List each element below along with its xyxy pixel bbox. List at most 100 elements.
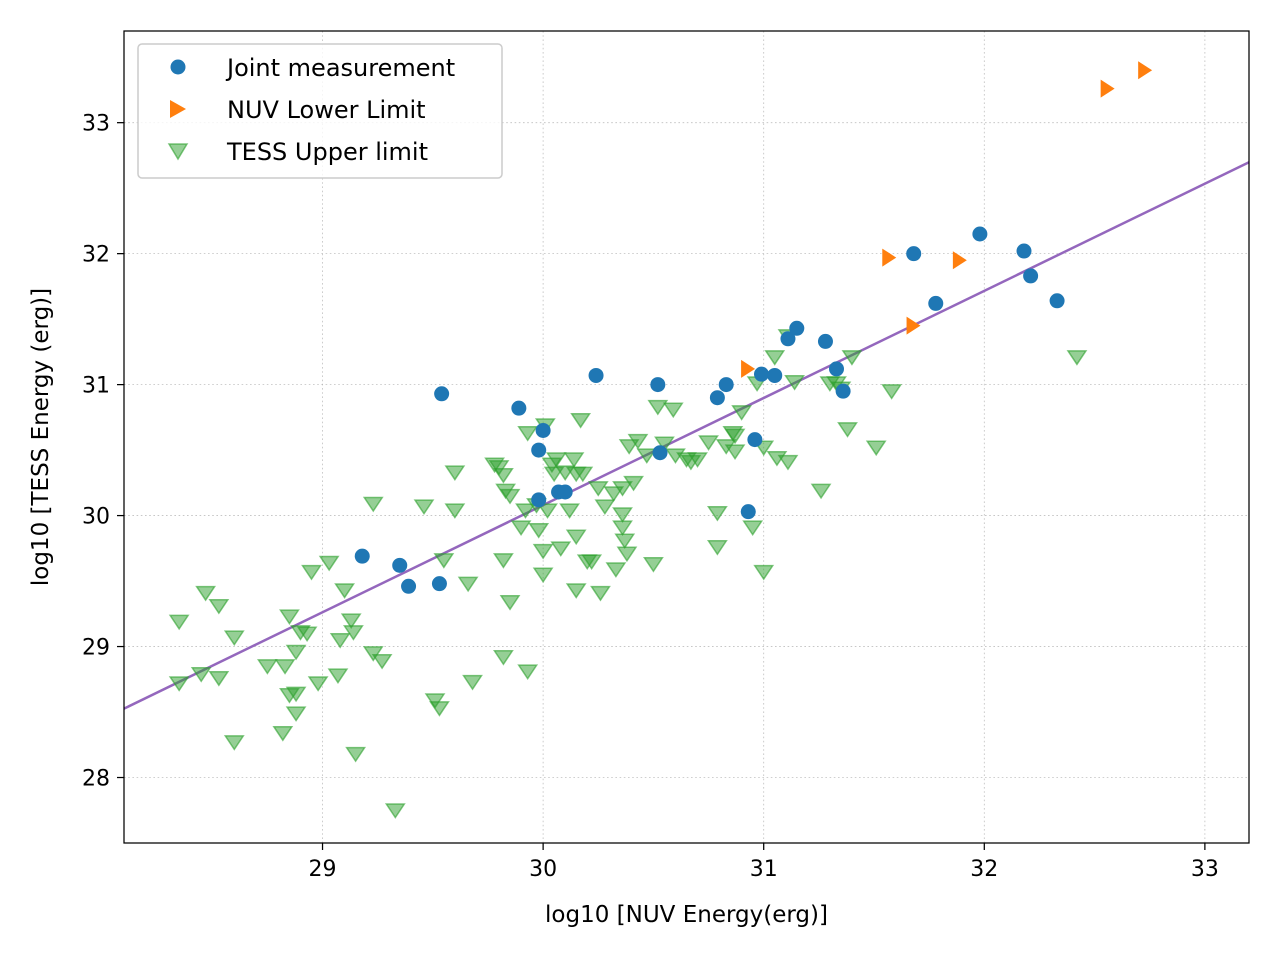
tess-upper-limit-marker — [279, 609, 300, 626]
y-tick-label: 28 — [82, 767, 110, 792]
fit-line-group — [123, 161, 1250, 710]
joint-measurement-marker — [1016, 243, 1032, 259]
tess-upper-limit-marker — [223, 630, 245, 646]
joint-measurement-marker — [972, 226, 988, 242]
tess-upper-limit-marker — [565, 583, 587, 599]
tess-upper-limit-marker — [285, 644, 307, 661]
tess-upper-limit-marker — [493, 553, 514, 569]
legend-marker-tess-limit — [167, 143, 189, 161]
joint-measurement-marker — [557, 484, 573, 500]
tess-upper-limit-marker — [168, 614, 190, 631]
x-tick-label: 29 — [309, 857, 337, 882]
nuv-lower-limit-marker — [952, 251, 967, 270]
tess-upper-limit-marker — [208, 670, 230, 687]
tess-upper-limit-marker — [362, 646, 384, 662]
tess-upper-limit-marker — [618, 439, 640, 455]
joint-measurement-marker — [511, 400, 527, 416]
plot-frame — [123, 30, 1250, 844]
joint-measurement-marker — [535, 422, 551, 438]
tess-upper-limit-marker — [345, 746, 367, 763]
joint-measurement-marker — [531, 492, 547, 508]
nuv-lower-limit-marker — [1138, 61, 1153, 80]
joint-measurement-marker — [531, 442, 547, 458]
tess-upper-limit-marker — [643, 557, 664, 573]
y-tick-label: 31 — [82, 374, 110, 399]
tess-upper-limit-marker — [532, 543, 554, 560]
tess-upper-limit-marker — [605, 562, 627, 578]
tess-upper-limit-marker — [810, 483, 832, 500]
x-axis-label: log10 [NUV Energy(erg)] — [545, 902, 828, 928]
tess-upper-limit-marker — [334, 583, 355, 599]
joint-measurement-marker — [767, 367, 783, 383]
joint-measurement-marker — [1049, 293, 1065, 309]
tess-upper-limit-marker — [272, 725, 294, 742]
fit-line — [123, 161, 1250, 710]
joint-measurement-marker — [392, 557, 408, 573]
tess-upper-limit-marker — [285, 686, 307, 703]
tess-upper-limit-marker — [499, 488, 521, 505]
tess-upper-limit-marker — [590, 585, 611, 602]
tess-upper-limit-marker — [499, 595, 521, 611]
x-tick-label: 30 — [529, 857, 557, 882]
tess-upper-limit-marker — [616, 546, 638, 563]
tess-upper-limit-marker — [724, 444, 746, 460]
tess-upper-limit-marker — [545, 452, 567, 468]
tess-upper-limit-marker — [413, 499, 435, 516]
tess-upper-limit-marker — [517, 664, 539, 681]
tess-upper-limit-marker — [301, 564, 322, 581]
tess-upper-limit-marker — [559, 503, 580, 519]
tess-upper-limit-marker — [429, 701, 450, 717]
tess-upper-limit-marker — [742, 520, 764, 536]
nuv-lower-limit-marker — [741, 359, 756, 378]
tess-upper-limit-marker — [208, 598, 230, 615]
tess-upper-limit-marker — [837, 422, 858, 438]
joint-measurement-marker — [928, 295, 944, 311]
tess-upper-limit-marker — [1066, 350, 1088, 366]
y-tick-label: 30 — [82, 505, 110, 530]
tess-upper-limit-marker — [784, 374, 805, 391]
tess-upper-limit-marker — [190, 667, 212, 683]
tess-upper-limit-marker — [444, 503, 466, 519]
joint-measurement-marker — [650, 377, 666, 393]
tess-upper-limit-marker — [444, 465, 466, 481]
tess-upper-limit-marker — [587, 481, 609, 497]
data-points — [168, 61, 1153, 819]
joint-measurement-marker — [401, 578, 417, 594]
tess-upper-limit-marker — [753, 564, 775, 581]
tess-upper-limit-marker — [570, 412, 592, 429]
tess-upper-limit-marker — [493, 467, 514, 484]
tess-upper-limit-marker — [627, 433, 649, 450]
tess-upper-limit-marker — [329, 632, 351, 649]
nuv-lower-limit-marker — [882, 248, 897, 267]
tess-upper-limit-marker — [698, 435, 719, 451]
tess-upper-limit-marker — [532, 567, 554, 584]
tess-upper-limit-marker — [764, 350, 786, 366]
tess-upper-limit-marker — [603, 486, 625, 502]
tess-upper-limit-marker — [706, 505, 728, 522]
tess-upper-limit-marker — [362, 496, 384, 513]
legend-label-joint: Joint measurement — [225, 54, 455, 82]
joint-measurement-marker — [835, 383, 851, 399]
joint-measurement-marker — [747, 432, 763, 448]
joint-measurement-marker — [1023, 268, 1039, 284]
tess-upper-limit-marker — [256, 659, 278, 675]
legend: Joint measurement NUV Lower Limit TESS U… — [137, 43, 503, 179]
joint-measurement-marker — [906, 246, 922, 262]
joint-measurement-marker — [652, 445, 668, 461]
y-tick-label: 29 — [82, 636, 110, 661]
tess-upper-limit-marker — [296, 626, 318, 643]
legend-marker-joint — [170, 59, 186, 75]
tess-upper-limit-marker — [433, 553, 455, 569]
tess-upper-limit-marker — [565, 529, 587, 546]
tess-upper-limit-marker — [517, 426, 539, 442]
legend-box — [137, 43, 503, 179]
nuv-lower-limit-marker — [1100, 79, 1115, 98]
tess-upper-limit-marker — [662, 402, 684, 419]
tess-upper-limit-marker — [706, 540, 728, 556]
tess-upper-limit-marker — [371, 653, 393, 670]
legend-label-nuv-limit: NUV Lower Limit — [227, 96, 426, 124]
tess-upper-limit-marker — [223, 735, 245, 751]
tess-upper-limit-marker — [384, 803, 406, 819]
tess-upper-limit-marker — [612, 481, 633, 497]
